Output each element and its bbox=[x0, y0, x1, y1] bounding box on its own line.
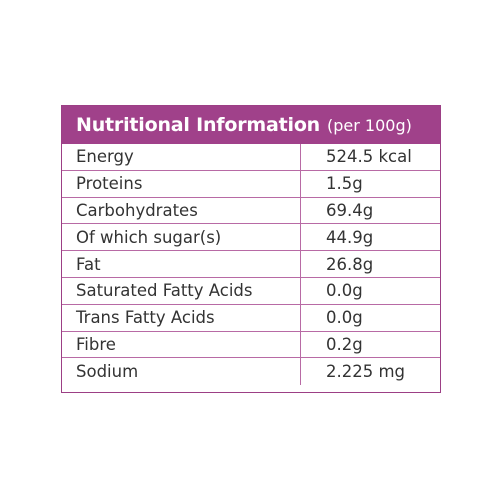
table-row: Trans Fatty Acids 0.0g bbox=[62, 304, 440, 332]
row-label: Fibre bbox=[62, 331, 301, 358]
row-value: 26.8g bbox=[326, 254, 374, 274]
table-row: Saturated Fatty Acids 0.0g bbox=[62, 277, 440, 305]
row-value: 0.0g bbox=[326, 308, 363, 328]
row-value: 2.225 mg bbox=[326, 362, 406, 382]
row-value: 69.4g bbox=[326, 200, 374, 220]
row-value: 0.2g bbox=[326, 334, 363, 354]
row-value: 44.9g bbox=[326, 227, 374, 247]
row-label: Energy bbox=[62, 144, 301, 170]
row-label: Of which sugar(s) bbox=[62, 224, 301, 251]
nutrition-table: Nutritional Information (per 100g) Energ… bbox=[61, 105, 441, 393]
row-value: 524.5 kcal bbox=[326, 147, 412, 167]
table-row: Of which sugar(s) 44.9g bbox=[62, 224, 440, 252]
table-row: Fat 26.8g bbox=[62, 251, 440, 278]
row-label: Trans Fatty Acids bbox=[62, 304, 301, 331]
table-title: Nutritional Information bbox=[76, 114, 320, 136]
table-row: Energy 524.5 kcal bbox=[62, 144, 440, 171]
row-value: 1.5g bbox=[326, 174, 363, 194]
table-row: Fibre 0.2g bbox=[62, 331, 440, 359]
table-row: Proteins 1.5g bbox=[62, 170, 440, 198]
row-label: Sodium bbox=[62, 358, 301, 386]
row-label: Carbohydrates bbox=[62, 197, 301, 224]
row-label: Fat bbox=[62, 251, 301, 277]
table-row: Sodium 2.225 mg bbox=[62, 358, 440, 386]
table-body: Energy 524.5 kcal Proteins 1.5g Carbohyd… bbox=[62, 144, 440, 386]
row-label: Proteins bbox=[62, 170, 301, 197]
table-header: Nutritional Information (per 100g) bbox=[62, 106, 440, 144]
row-value: 0.0g bbox=[326, 281, 363, 301]
table-row: Carbohydrates 69.4g bbox=[62, 197, 440, 225]
table-subtitle: (per 100g) bbox=[327, 115, 412, 135]
row-label: Saturated Fatty Acids bbox=[62, 277, 301, 304]
